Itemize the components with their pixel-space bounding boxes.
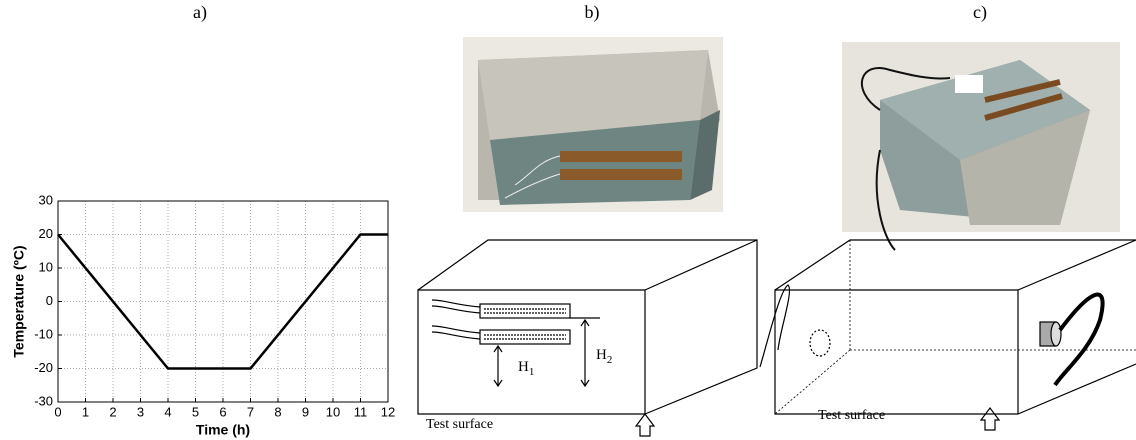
x-tick-label: 11 <box>354 404 368 419</box>
x-tick-label: 3 <box>137 404 144 419</box>
x-tick-label: 7 <box>247 404 254 419</box>
x-tick-label: 6 <box>219 404 226 419</box>
h2-sub: 2 <box>607 354 613 366</box>
test-surface-label: Test surface <box>426 417 493 432</box>
x-tick-label: 8 <box>274 404 281 419</box>
y-tick-label: -20 <box>34 360 53 375</box>
diagram-c <box>775 240 1136 430</box>
y-tick-label: -10 <box>34 326 53 341</box>
h1-letter: H <box>518 359 529 375</box>
h1-label: H1 <box>518 359 534 377</box>
h1-sub: 1 <box>529 366 535 378</box>
test-surface-label: Test surface <box>818 408 885 423</box>
y-tick-label: 30 <box>39 192 53 207</box>
y-tick-label: 10 <box>39 259 53 274</box>
h2-label: H2 <box>596 347 612 365</box>
x-tick-label: 4 <box>164 404 171 419</box>
y-tick-label: 0 <box>46 293 53 308</box>
x-tick-label: 2 <box>109 404 116 419</box>
x-tick-label: 9 <box>302 404 309 419</box>
x-tick-label: 10 <box>326 404 340 419</box>
y-tick-label: -30 <box>34 393 53 408</box>
x-tick-label: 12 <box>381 404 395 419</box>
h2-letter: H <box>596 347 607 363</box>
photo-b <box>463 37 723 212</box>
diagram-b <box>418 240 789 436</box>
panel-label: b) <box>585 2 600 23</box>
y-axis-label: Temperature (ºC) <box>11 245 27 357</box>
photo-c <box>842 42 1120 250</box>
y-tick-label: 20 <box>39 226 53 241</box>
x-axis-label: Time (h) <box>196 422 250 438</box>
x-tick-label: 5 <box>192 404 199 419</box>
panel-label: c) <box>973 2 987 23</box>
x-tick-label: 0 <box>54 404 61 419</box>
figure: a) b) c) -30-20-100102030012345678910111… <box>0 0 1136 440</box>
panel-label: a) <box>193 2 207 23</box>
x-tick-label: 1 <box>82 404 89 419</box>
